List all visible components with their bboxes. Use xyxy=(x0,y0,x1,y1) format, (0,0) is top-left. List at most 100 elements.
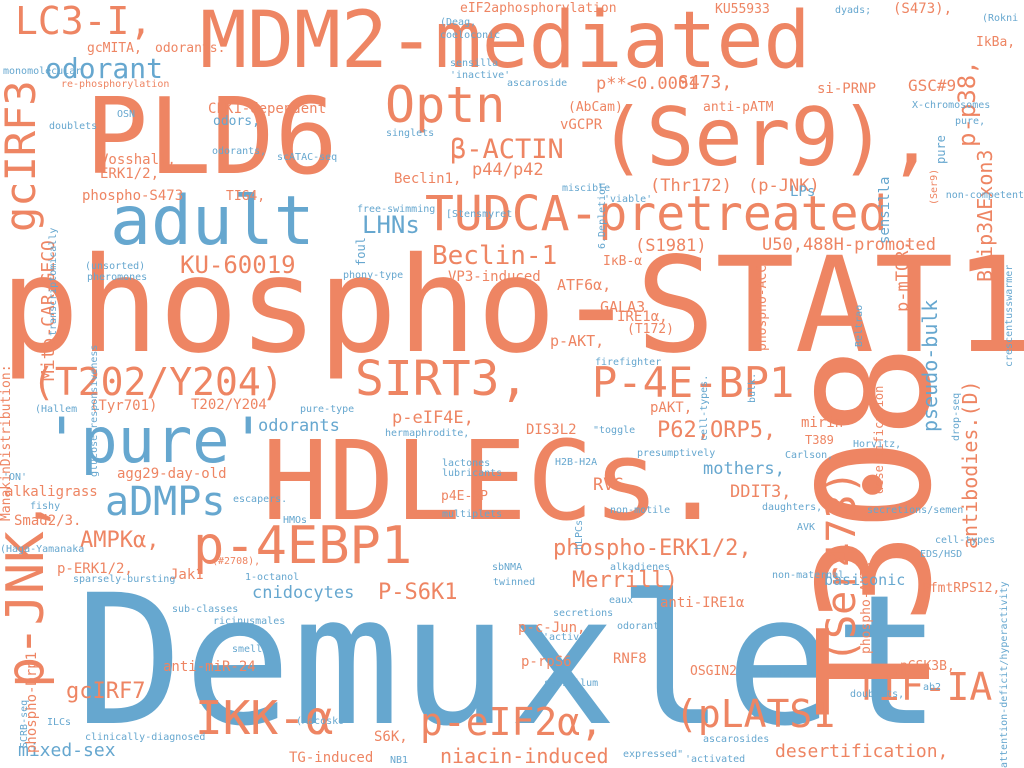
word-alkadienes: alkadienes xyxy=(610,562,671,573)
word-tig4: TIG4, xyxy=(226,189,266,204)
word-admps: aDMPs xyxy=(105,479,226,525)
word-eif2aphosphorylation: eIF2aphosphorylation xyxy=(460,1,617,16)
word-sensillum: sensillum xyxy=(544,678,599,689)
word-gsc-9: GSC#9 xyxy=(908,76,957,95)
word-p-4e-bp1: P-4E-BP1 xyxy=(592,358,795,407)
word-cell-types: cell-types xyxy=(935,535,996,546)
word-non-motile: non-motile xyxy=(610,505,671,516)
word-x-chromosomes: X-chromosomes xyxy=(912,100,991,111)
word-p-eif4e: p-eIF4E, xyxy=(392,408,474,428)
word-dyads: dyads; xyxy=(835,5,872,16)
word-odorant: odorant xyxy=(45,52,164,85)
word-p-0-0001: p**<0.0001 xyxy=(596,74,699,94)
word-sparsely-bursting: sparsely-bursting xyxy=(73,574,176,585)
word-hdlecs: HDLECs. xyxy=(262,417,726,545)
word-odorants: odorants xyxy=(258,416,340,436)
word-plats1: (pLATS1 xyxy=(675,692,836,736)
word-osn: OSN xyxy=(117,109,136,120)
word-gcmita: gcMITA, xyxy=(87,41,142,56)
word-actin: β-ACTIN xyxy=(450,134,564,165)
word-i-b: IκB-α xyxy=(603,254,643,269)
word-pfmtrps12: PfmtRPS12, xyxy=(922,581,1001,596)
word-pakt: pAKT, xyxy=(650,400,693,416)
word-niacin-induced: niacin-induced xyxy=(440,744,609,768)
word-h2b-h2a: H2B-H2A xyxy=(555,457,598,468)
word-ilcs: ILCs xyxy=(47,717,72,728)
word-phospho-stat1: phospho-STAT1 xyxy=(0,229,1024,383)
word-phony-type: phony-type xyxy=(343,270,404,281)
word-eaux: eaux xyxy=(609,595,634,606)
word-phospho-erk1-2: phospho-ERK1/2, xyxy=(553,536,752,561)
word-ascaroside: ascaroside xyxy=(507,78,568,89)
word-lubricants: lubricants xyxy=(442,468,503,479)
word-daughters: daughters, xyxy=(762,502,823,513)
word-coeloconic: coeloconic xyxy=(440,30,501,41)
word-adult: adult xyxy=(110,182,315,261)
word-s6k: S6K, xyxy=(374,729,408,745)
word-ikk: IKK-α xyxy=(195,691,334,745)
word-eds-hsd: EDS/HSD xyxy=(920,549,963,560)
word-pure: 'pure' xyxy=(43,404,267,477)
word-lps: LPs xyxy=(790,184,816,200)
word-p62-orp5: P62,ORP5, xyxy=(657,418,777,443)
word-pure-type: pure-type xyxy=(300,404,355,415)
word-hmos: HMOs xyxy=(283,515,308,526)
word-nb1: NB1 xyxy=(390,755,409,766)
word-basiconic: basiconic xyxy=(824,571,906,589)
word-p-akt: p-AKT, xyxy=(550,332,605,350)
word-u50-488h-promoted: U50,488H-promoted xyxy=(762,235,936,255)
word-erk1-2: ERK1/2, xyxy=(100,166,160,182)
word-macosko: (Macosko xyxy=(296,716,345,727)
word-rokni: (Rokni xyxy=(982,13,1019,24)
word-ku-60019: KU-60019 xyxy=(180,251,296,279)
word-t172: (T172) xyxy=(627,322,674,337)
word-smells: smells xyxy=(232,644,269,655)
word-stensmyret: [Stensmyret xyxy=(446,209,513,220)
word-transcriptomically: transcriptomically xyxy=(48,227,59,336)
word-ser9: (Ser9) xyxy=(929,168,940,205)
word-glucose-responsiveness: glucose-responsiveness xyxy=(89,344,100,477)
word-tg-induced: TG-induced xyxy=(289,750,374,766)
word-secretions: secretions xyxy=(553,608,614,619)
word-demuxlet: Demuxlet xyxy=(75,557,942,766)
word-bnip3-exon3: Bnip3ΔExon3 xyxy=(973,149,997,282)
word-foul: foul xyxy=(354,237,368,266)
word-miscible: miscible xyxy=(562,183,611,194)
word-mirin: mirin xyxy=(801,415,844,431)
word-tudca-pretreated: TUDCA-pretreated xyxy=(425,186,888,242)
word-beltrao: Beltrao xyxy=(854,304,865,347)
word-alkaligrass: alkaligrass xyxy=(5,484,98,500)
word-singlets: singlets xyxy=(386,128,435,139)
word-dis3l2: DIS3L2 xyxy=(526,422,577,438)
word-sub-classes: sub-classes xyxy=(172,604,239,615)
word-phospho-acc: phospho-ACC xyxy=(755,264,770,351)
word-mothers: mothers, xyxy=(703,459,785,479)
word-cell-types: cell-types. xyxy=(699,374,710,441)
word-1-octanol: 1-octanol xyxy=(245,572,300,583)
word-bulk: bulk. xyxy=(747,372,758,403)
word-p-c-jun: p-c-Jun, xyxy=(518,620,586,636)
word-toggle: "toggle xyxy=(593,425,636,436)
word-doublets: doublets, xyxy=(850,689,905,700)
word-sensilla: sensilla xyxy=(877,176,893,244)
word-anti-ire1: anti-IRE1α xyxy=(660,595,745,611)
word-multiplets: multiplets xyxy=(442,509,503,520)
word-odorants: odorants, xyxy=(212,146,267,157)
word-smad2-3: Smad2/3. xyxy=(14,513,82,529)
word-active: 'active' xyxy=(543,632,592,643)
word-vosshall: Vosshall, xyxy=(100,152,176,168)
word-gcirf7: gcIRF7 xyxy=(66,679,146,704)
word-activated: 'activated xyxy=(685,754,746,765)
word-p44-p42: p44/p42 xyxy=(472,160,544,180)
word-carlson: Carlson, xyxy=(785,450,834,461)
word-s473: (S473), xyxy=(893,1,953,17)
word-ascarosides: ascarosides xyxy=(703,734,770,745)
word-merrill: Merrill) xyxy=(572,568,678,593)
word-pure: pure xyxy=(934,135,948,164)
word-p-s6k1: P-S6K1 xyxy=(378,580,458,605)
word-non-competent: non-competent xyxy=(945,190,1024,201)
word-p-4ebp1: p-4EBP1 xyxy=(193,516,413,576)
word-scatac-seq: scATAC-seq xyxy=(277,152,338,163)
word-cnidocytes: cnidocytes xyxy=(252,583,355,603)
word-t202-y204: T202/Y204 xyxy=(191,397,267,413)
